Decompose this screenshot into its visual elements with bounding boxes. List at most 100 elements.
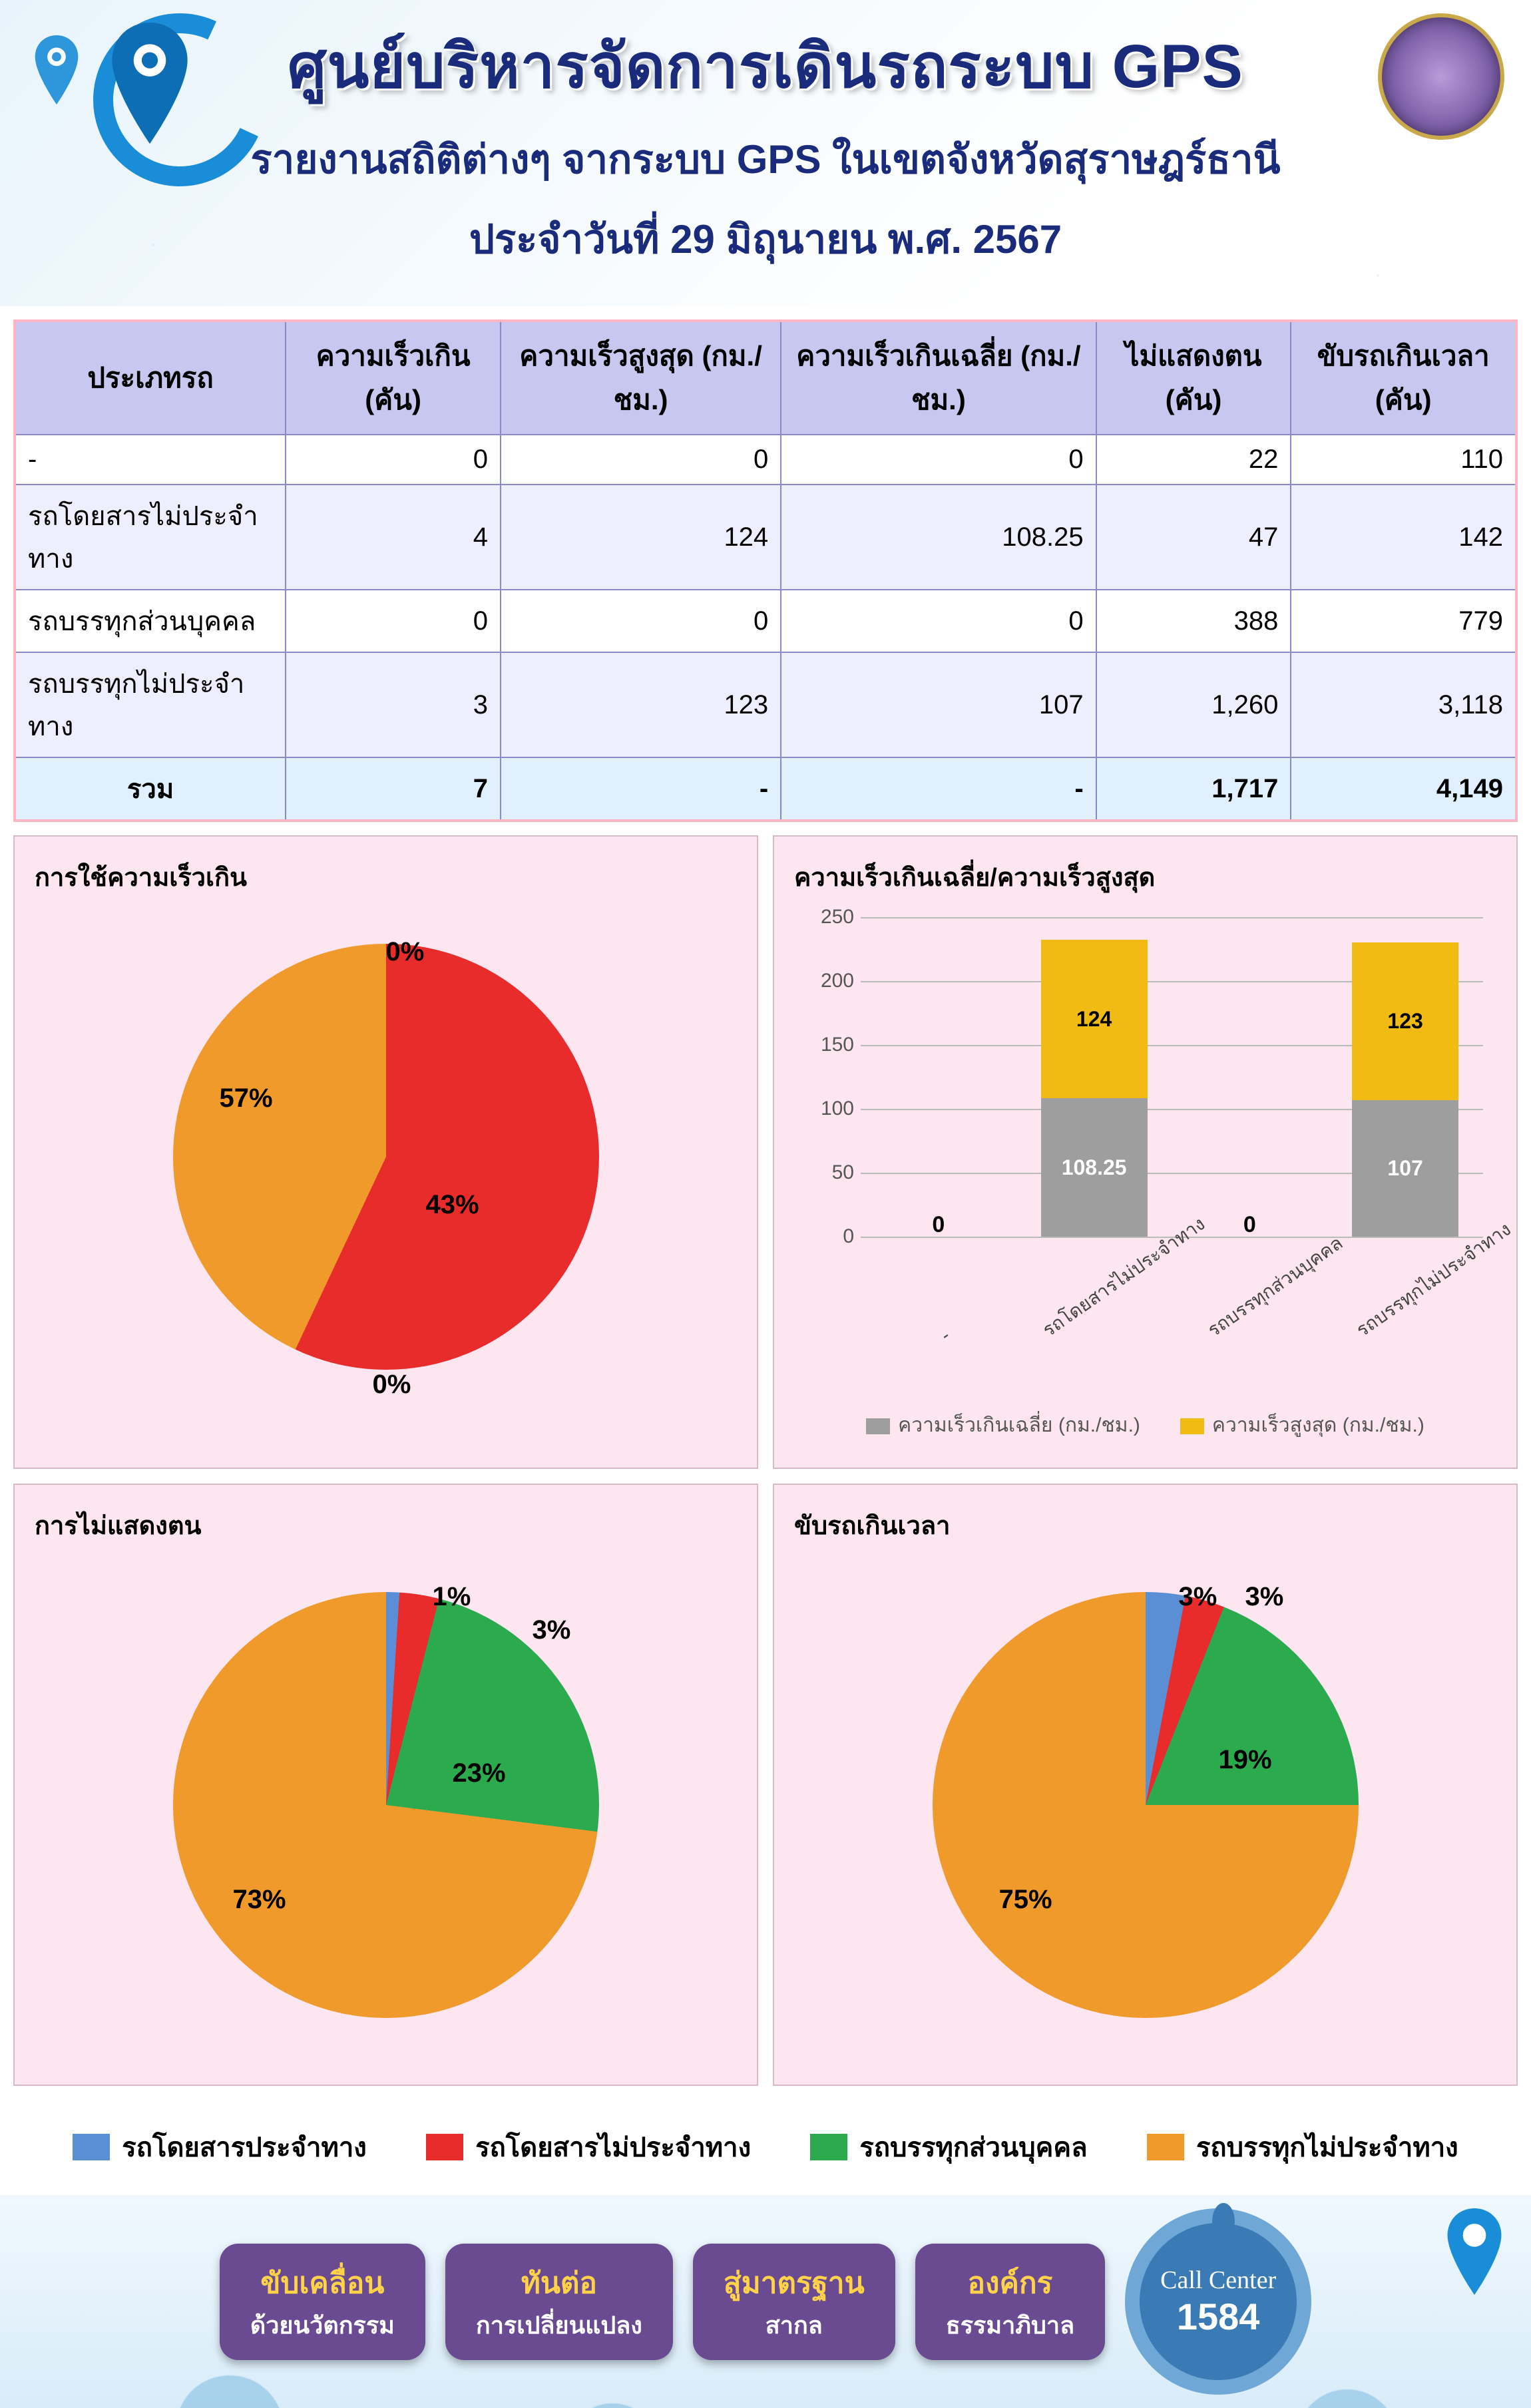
pie-slice-label: 3% — [1179, 1582, 1217, 1612]
pill-line1: สู่มาตรฐาน — [724, 2260, 865, 2306]
bar-group: 123107รถบรรทุกไม่ประจำทาง — [1345, 917, 1465, 1237]
gps-pin-icon — [108, 23, 192, 144]
table-cell: 779 — [1291, 590, 1516, 652]
legend-swatch — [1147, 2134, 1184, 2160]
table-cell: 0 — [781, 435, 1096, 485]
chart-title: การไม่แสดงตน — [35, 1505, 737, 1545]
legend-label: รถโดยสารไม่ประจำทาง — [475, 2126, 751, 2168]
chart-title: การใช้ความเร็วเกิน — [35, 857, 737, 897]
legend-item: รถโดยสารไม่ประจำทาง — [426, 2126, 751, 2168]
chart-title: ขับรถเกินเวลา — [794, 1505, 1496, 1545]
table-header: ความเร็วสูงสุด (กม./ชม.) — [501, 321, 781, 435]
bar-zero-label: 0 — [932, 1212, 945, 1238]
table-cell: 108.25 — [781, 485, 1096, 590]
bar-category-label: - — [937, 1325, 954, 1346]
legend-label: รถบรรทุกส่วนบุคคล — [859, 2126, 1087, 2168]
table-cell: 0 — [286, 435, 501, 485]
pie-overtime-panel: ขับรถเกินเวลา 3%3%19%75% — [773, 1484, 1518, 2086]
table-cell: 47 — [1096, 485, 1291, 590]
table-cell: 142 — [1291, 485, 1516, 590]
statistics-table: ประเภทรถความเร็วเกิน (คัน)ความเร็วสูงสุด… — [13, 319, 1518, 822]
table-cell: 3,118 — [1291, 652, 1516, 757]
bar-segment-avg: 107 — [1352, 1100, 1458, 1237]
header-date: ประจำวันที่ 29 มิถุนายน พ.ศ. 2567 — [0, 208, 1531, 271]
y-tick-label: 0 — [794, 1225, 854, 1248]
y-tick-label: 200 — [794, 970, 854, 992]
bar-segment-max: 124 — [1041, 940, 1148, 1098]
pie-slice-label: 1% — [433, 1582, 471, 1612]
call-center-badge: Call Center 1584 — [1125, 2208, 1311, 2395]
pie-noshow-panel: การไม่แสดงตน 1%3%23%73% — [13, 1484, 758, 2086]
pie-slice-label: 57% — [220, 1084, 273, 1113]
gps-pin-icon — [33, 35, 81, 104]
bar-category-label: รถบรรทุกส่วนบุคคล — [1202, 1229, 1349, 1344]
table-cell: รถบรรทุกส่วนบุคคล — [15, 590, 286, 652]
y-tick-label: 150 — [794, 1034, 854, 1056]
table-cell: 388 — [1096, 590, 1291, 652]
call-center-number: 1584 — [1177, 2295, 1260, 2338]
pie-slice-label: 73% — [233, 1885, 286, 1915]
legend-swatch — [426, 2134, 463, 2160]
bar-zero-label: 0 — [1243, 1212, 1256, 1238]
pie-overspeed-panel: การใช้ความเร็วเกิน 0%57%0%43% — [13, 835, 758, 1469]
legend-swatch — [73, 2134, 110, 2160]
footer-slogan-pill: ขับเคลื่อนด้วยนวัตกรรม — [220, 2244, 425, 2360]
call-center-label: Call Center — [1160, 2266, 1276, 2295]
footer-banner: ขับเคลื่อนด้วยนวัตกรรมทันต่อการเปลี่ยนแป… — [0, 2195, 1531, 2408]
pie-slice-label: 23% — [453, 1758, 506, 1788]
table-cell: 0 — [286, 590, 501, 652]
legend-item: รถโดยสารประจำทาง — [73, 2126, 367, 2168]
total-cell: 1,717 — [1096, 757, 1291, 821]
table-cell: 4 — [286, 485, 501, 590]
pie-chart: 0%57%0%43% — [173, 944, 599, 1370]
pill-line1: องค์กร — [946, 2260, 1074, 2306]
bar-segment-max: 123 — [1352, 942, 1458, 1100]
gps-pin-icon — [1444, 2208, 1504, 2295]
pill-line2: การเปลี่ยนแปลง — [476, 2306, 642, 2344]
bar-speed-panel: ความเร็วเกินเฉลี่ย/ความเร็วสูงสุด 050100… — [773, 835, 1518, 1469]
table-cell: 3 — [286, 652, 501, 757]
table-cell: 110 — [1291, 435, 1516, 485]
table-row: -00022110 — [15, 435, 1516, 485]
table-header: ไม่แสดงตน (คัน) — [1096, 321, 1291, 435]
pill-line1: ทันต่อ — [476, 2260, 642, 2306]
table-cell: 22 — [1096, 435, 1291, 485]
bar-segment-avg: 108.25 — [1041, 1098, 1148, 1237]
table-cell: 123 — [501, 652, 781, 757]
legend-max: ความเร็วสูงสุด (กม./ชม.) — [1212, 1414, 1424, 1436]
total-cell: 4,149 — [1291, 757, 1516, 821]
legend-item: รถบรรทุกไม่ประจำทาง — [1147, 2126, 1458, 2168]
footer-slogan-pill: องค์กรธรรมาภิบาล — [915, 2244, 1105, 2360]
table-header: ความเร็วเกิน (คัน) — [286, 321, 501, 435]
footer-slogan-pill: สู่มาตรฐานสากล — [693, 2244, 895, 2360]
legend-avg: ความเร็วเกินเฉลี่ย (กม./ชม.) — [898, 1414, 1140, 1436]
pie-slice-label: 3% — [1245, 1582, 1284, 1612]
pie-chart: 1%3%23%73% — [173, 1592, 599, 2018]
pie-chart: 3%3%19%75% — [933, 1592, 1359, 2018]
table-header: ขับรถเกินเวลา (คัน) — [1291, 321, 1516, 435]
pie-slice-label: 43% — [426, 1190, 479, 1220]
table-cell: รถบรรทุกไม่ประจำทาง — [15, 652, 286, 757]
table-cell: 124 — [501, 485, 781, 590]
total-cell: - — [781, 757, 1096, 821]
table-row: รถบรรทุกส่วนบุคคล000388779 — [15, 590, 1516, 652]
y-tick-label: 100 — [794, 1098, 854, 1120]
legend-label: รถโดยสารประจำทาง — [122, 2126, 367, 2168]
pill-line2: ด้วยนวัตกรรม — [250, 2306, 395, 2344]
table-row: รถบรรทุกไม่ประจำทาง31231071,2603,118 — [15, 652, 1516, 757]
global-legend: รถโดยสารประจำทาง รถโดยสารไม่ประจำทาง รถบรร… — [0, 2099, 1531, 2195]
footer-slogan-pill: ทันต่อการเปลี่ยนแปลง — [445, 2244, 673, 2360]
pie-slice-label: 0% — [373, 1370, 411, 1400]
table-header: ความเร็วเกินเฉลี่ย (กม./ชม.) — [781, 321, 1096, 435]
table-row: รถโดยสารไม่ประจำทาง4124108.2547142 — [15, 485, 1516, 590]
bar-legend: ความเร็วเกินเฉลี่ย (กม./ชม.) ความเร็วสูง… — [794, 1410, 1496, 1441]
report-header: ศูนย์บริหารจัดการเดินรถระบบ GPS รายงานสถ… — [0, 0, 1531, 306]
bar-chart: 0501001502002500-124108.25รถโดยสารไม่ประ… — [794, 904, 1496, 1277]
bar-group: 124108.25รถโดยสารไม่ประจำทาง — [1034, 917, 1154, 1237]
bar-group: 0รถบรรทุกส่วนบุคคล — [1190, 917, 1309, 1237]
pie-slice-label: 75% — [999, 1885, 1052, 1915]
y-tick-label: 250 — [794, 906, 854, 928]
table-cell: 0 — [501, 590, 781, 652]
table-cell: - — [15, 435, 286, 485]
table-cell: 0 — [501, 435, 781, 485]
